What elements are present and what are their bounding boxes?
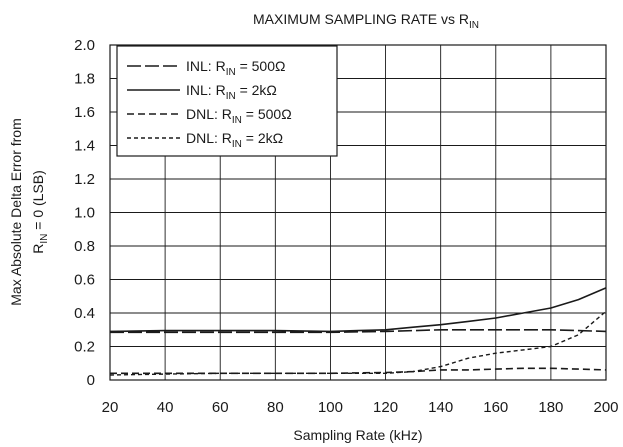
- y-tick-label: 0.6: [74, 272, 95, 289]
- y-tick-label: 1.6: [74, 104, 95, 121]
- series-line-4: [109, 310, 607, 376]
- series-line-2: [109, 287, 607, 333]
- legend-label-post: = 2kΩ: [236, 82, 277, 98]
- x-tick-label: 180: [538, 399, 563, 416]
- legend-label-2: INL: RIN = 2kΩ: [186, 82, 277, 102]
- x-tick-label: 60: [212, 399, 229, 416]
- x-axis-label: Sampling Rate (kHz): [293, 427, 422, 443]
- legend-label-post: = 500Ω: [242, 106, 292, 122]
- y-tick-label: 2.0: [74, 37, 95, 54]
- y-tick-label: 0: [87, 372, 95, 389]
- series-group: [109, 287, 607, 376]
- legend-label-sub: IN: [232, 139, 242, 150]
- y-tick-label: 1.0: [74, 205, 95, 222]
- plot-frame: [109, 44, 607, 381]
- x-tick-labels: 20 40 60 80 100 120 140 160 180 200: [102, 399, 619, 416]
- y-axis-label-line2: RIN = 0 (LSB): [30, 170, 50, 254]
- x-tick-label: 120: [373, 399, 398, 416]
- x-tick-label: 100: [318, 399, 343, 416]
- legend-label-post: = 2kΩ: [242, 130, 283, 146]
- y-tick-label: 1.4: [74, 138, 95, 155]
- y-axis-label-line2-pre: R: [30, 244, 46, 254]
- x-tick-label: 160: [483, 399, 508, 416]
- y-axis-label-line2-sub: IN: [39, 234, 50, 244]
- y-tick-label: 1.8: [74, 71, 95, 88]
- legend-label-1: INL: RIN = 500Ω: [186, 58, 285, 78]
- y-tick-label: 0.2: [74, 339, 95, 356]
- y-axis-label-line2-post: = 0 (LSB): [30, 170, 46, 233]
- legend-label-4: DNL: RIN = 2kΩ: [186, 130, 283, 150]
- y-axis-label: Max Absolute Delta Error from RIN = 0 (L…: [8, 118, 50, 306]
- legend-label-pre: DNL: R: [186, 130, 232, 146]
- x-tick-label: 20: [102, 399, 119, 416]
- series-line-1: [110, 329, 607, 334]
- grid: [110, 45, 606, 380]
- y-tick-label: 0.8: [74, 238, 95, 255]
- y-axis-label-line1: Max Absolute Delta Error from: [8, 118, 24, 306]
- y-tick-labels: 0 0.2 0.4 0.6 0.8 1.0 1.2 1.4 1.6 1.8 2.0: [74, 37, 95, 389]
- legend-label-pre: INL: R: [186, 58, 226, 74]
- legend-label-pre: INL: R: [186, 82, 226, 98]
- chart-title: MAXIMUM SAMPLING RATE vs RIN: [253, 11, 479, 31]
- series-line-3: [110, 367, 607, 375]
- legend-label-sub: IN: [226, 67, 236, 78]
- legend-label-sub: IN: [232, 115, 242, 126]
- legend-box: [116, 45, 338, 157]
- legend-label-pre: DNL: R: [186, 106, 232, 122]
- legend-label-post: = 500Ω: [236, 58, 286, 74]
- x-tick-label: 40: [157, 399, 174, 416]
- x-tick-label: 80: [267, 399, 284, 416]
- chart-title-main: MAXIMUM SAMPLING RATE vs R: [253, 11, 469, 27]
- legend-label-sub: IN: [226, 91, 236, 102]
- x-tick-label: 200: [593, 399, 618, 416]
- y-tick-label: 0.4: [74, 305, 95, 322]
- chart-title-sub: IN: [469, 20, 479, 31]
- legend-label-3: DNL: RIN = 500Ω: [186, 106, 292, 126]
- y-tick-label: 1.2: [74, 171, 95, 188]
- x-tick-label: 140: [428, 399, 453, 416]
